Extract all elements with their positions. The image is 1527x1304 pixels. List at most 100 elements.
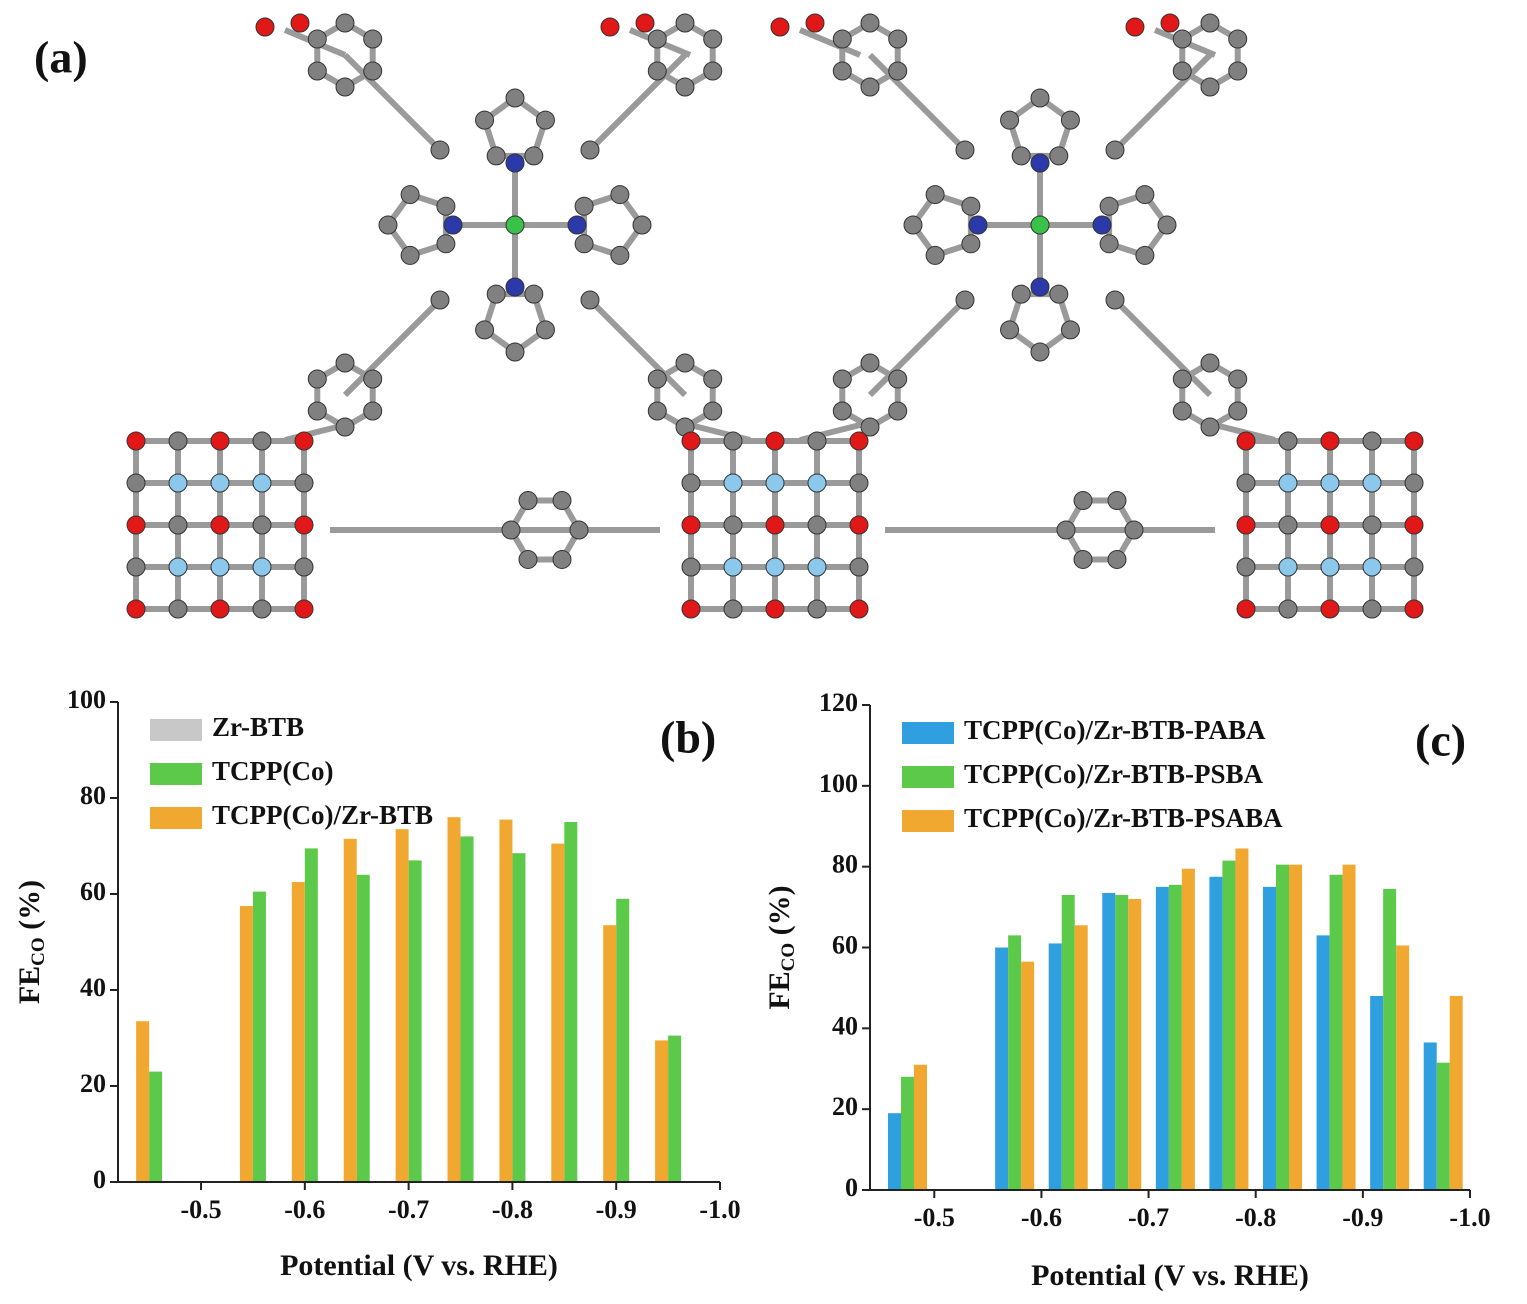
atom — [681, 473, 701, 493]
bar — [408, 860, 422, 1182]
atom — [1404, 515, 1424, 535]
atom — [505, 88, 525, 108]
y-tick-label: 80 — [80, 781, 106, 810]
atom — [1135, 185, 1155, 205]
atom — [252, 473, 272, 493]
bar — [914, 1064, 927, 1190]
bond — [284, 422, 346, 443]
atom — [294, 557, 314, 577]
bond — [798, 27, 862, 58]
atom — [807, 515, 827, 535]
atom — [1320, 515, 1340, 535]
atom — [255, 17, 275, 37]
atom — [252, 599, 272, 619]
y-axis-label: FECO (%) — [763, 885, 799, 1009]
atom — [849, 557, 869, 577]
atom — [1172, 29, 1192, 49]
atom — [600, 17, 620, 37]
atom — [400, 245, 420, 265]
legend-label: TCPP(Co) — [212, 756, 333, 786]
atom — [675, 353, 695, 373]
bar — [291, 882, 305, 1182]
atom — [888, 369, 908, 389]
atom — [294, 515, 314, 535]
atom — [805, 13, 825, 33]
bond — [867, 297, 968, 398]
atom — [968, 215, 988, 235]
atom — [436, 234, 456, 254]
bar — [603, 925, 617, 1182]
atom — [1030, 153, 1050, 173]
bar — [655, 1040, 669, 1182]
atom — [1030, 277, 1050, 297]
x-tick-label: -0.8 — [1235, 1203, 1276, 1232]
atom — [1278, 557, 1298, 577]
atom — [1125, 17, 1145, 37]
atom — [126, 557, 146, 577]
atom — [1056, 520, 1076, 540]
atom — [832, 369, 852, 389]
legend-label: TCPP(Co)/Zr-BTB-PABA — [964, 715, 1266, 745]
atom — [1228, 369, 1248, 389]
bar — [1008, 935, 1022, 1190]
bond — [342, 52, 443, 153]
atom — [252, 515, 272, 535]
atom — [888, 61, 908, 81]
atom — [168, 557, 188, 577]
atom — [1124, 520, 1144, 540]
atom — [1049, 146, 1069, 166]
legend-label: TCPP(Co)/Zr-BTB-PSABA — [964, 803, 1283, 833]
atom — [486, 146, 506, 166]
atom — [378, 215, 398, 235]
atom — [1172, 61, 1192, 81]
x-axis-label: Potential (V vs. RHE) — [1031, 1259, 1309, 1292]
atom — [1092, 215, 1112, 235]
atom — [703, 29, 723, 49]
legend-label: TCPP(Co)/Zr-BTB-PSBA — [964, 759, 1263, 789]
atom — [1362, 473, 1382, 493]
atom — [849, 515, 869, 535]
atom — [475, 320, 495, 340]
atom — [290, 13, 310, 33]
atom — [505, 153, 525, 173]
atom — [574, 234, 594, 254]
y-tick-label: 100 — [67, 685, 106, 714]
atom — [765, 473, 785, 493]
atom — [574, 196, 594, 216]
atom — [723, 515, 743, 535]
y-tick-label: 20 — [80, 1069, 106, 1098]
atom — [294, 473, 314, 493]
atom — [1000, 110, 1020, 130]
bar — [1061, 894, 1075, 1190]
legend-swatch — [902, 766, 954, 788]
bar — [901, 1076, 914, 1190]
atom — [770, 17, 790, 37]
atom — [807, 557, 827, 577]
atom — [860, 13, 880, 33]
atom — [524, 146, 544, 166]
atom — [925, 185, 945, 205]
bar — [1021, 961, 1035, 1190]
atom — [168, 431, 188, 451]
bar — [136, 1021, 150, 1182]
x-tick-label: -1.0 — [699, 1195, 740, 1224]
atom — [681, 431, 701, 451]
bar — [1276, 864, 1289, 1190]
bar — [343, 838, 357, 1182]
atom — [210, 431, 230, 451]
atom — [647, 61, 667, 81]
bond — [1112, 52, 1213, 153]
atom — [569, 520, 589, 540]
atom — [681, 599, 701, 619]
bar — [304, 848, 318, 1182]
atom — [505, 277, 525, 297]
bar — [1181, 868, 1195, 1190]
panel-label: (a) — [34, 32, 88, 83]
legend-swatch — [902, 810, 954, 832]
atom — [552, 549, 572, 569]
atom — [1228, 29, 1248, 49]
atom — [610, 185, 630, 205]
atom — [807, 473, 827, 493]
atom — [1107, 491, 1127, 511]
